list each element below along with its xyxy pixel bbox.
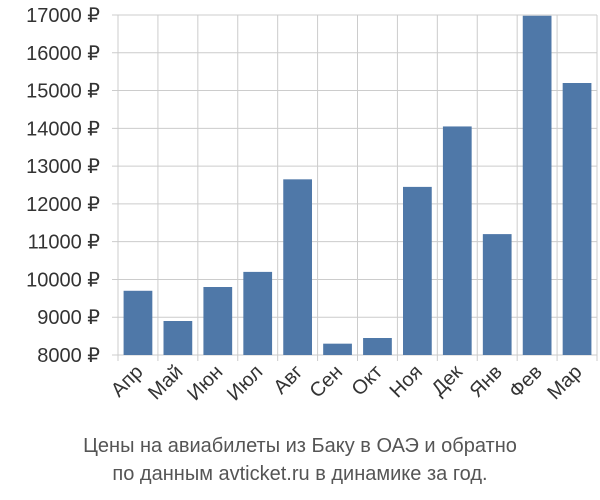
bar (482, 234, 512, 355)
x-tick-label: Ноя (386, 361, 427, 402)
x-tick-label: Дек (428, 361, 467, 400)
bar (243, 271, 273, 355)
y-tick-label: 16000 ₽ (26, 43, 100, 65)
bar (203, 287, 233, 355)
bar (323, 343, 352, 355)
bar (403, 186, 432, 355)
bar (363, 338, 392, 355)
x-tick-label: Апр (107, 361, 148, 402)
y-axis-tick-labels: 8000 ₽ 9000 ₽ 10000 ₽ 11000 ₽ 12000 ₽ 13000 ₽… (26, 5, 100, 367)
caption-line-1: Цены на авиабилеты из Баку в ОАЭ и обрат… (83, 435, 517, 457)
caption-line-2: по данным avticket.ru в динамике за год. (112, 463, 488, 485)
x-tick-label: Фев (505, 361, 547, 403)
x-tick-label: Сен (306, 361, 347, 402)
x-tick-label: Июн (183, 361, 227, 405)
bars (123, 15, 592, 356)
bar (123, 290, 153, 355)
y-tick-label: 11000 ₽ (28, 232, 101, 254)
bar (283, 179, 312, 355)
x-tick-label: Авг (269, 361, 307, 399)
x-tick-label: Окт (348, 361, 387, 400)
bar (442, 126, 472, 355)
bar (163, 321, 193, 355)
y-tick-label: 14000 ₽ (26, 118, 100, 140)
y-tick-label: 17000 ₽ (26, 5, 100, 27)
y-tick-label: 10000 ₽ (26, 269, 100, 291)
bar (562, 83, 592, 355)
y-tick-label: 9000 ₽ (37, 307, 100, 329)
x-tick-label: Май (144, 361, 187, 404)
x-tick-label: Янв (466, 361, 507, 402)
grid-lines (112, 14, 598, 361)
y-tick-label: 15000 ₽ (26, 81, 100, 103)
bar (522, 15, 552, 356)
bar-chart: 8000 ₽ 9000 ₽ 10000 ₽ 11000 ₽ 12000 ₽ 13000 ₽… (26, 5, 598, 405)
y-tick-label: 12000 ₽ (26, 194, 100, 216)
y-tick-label: 8000 ₽ (37, 345, 100, 367)
x-tick-label: Июл (223, 361, 267, 405)
y-tick-label: 13000 ₽ (26, 156, 100, 178)
x-tick-label: Мар (543, 361, 586, 404)
